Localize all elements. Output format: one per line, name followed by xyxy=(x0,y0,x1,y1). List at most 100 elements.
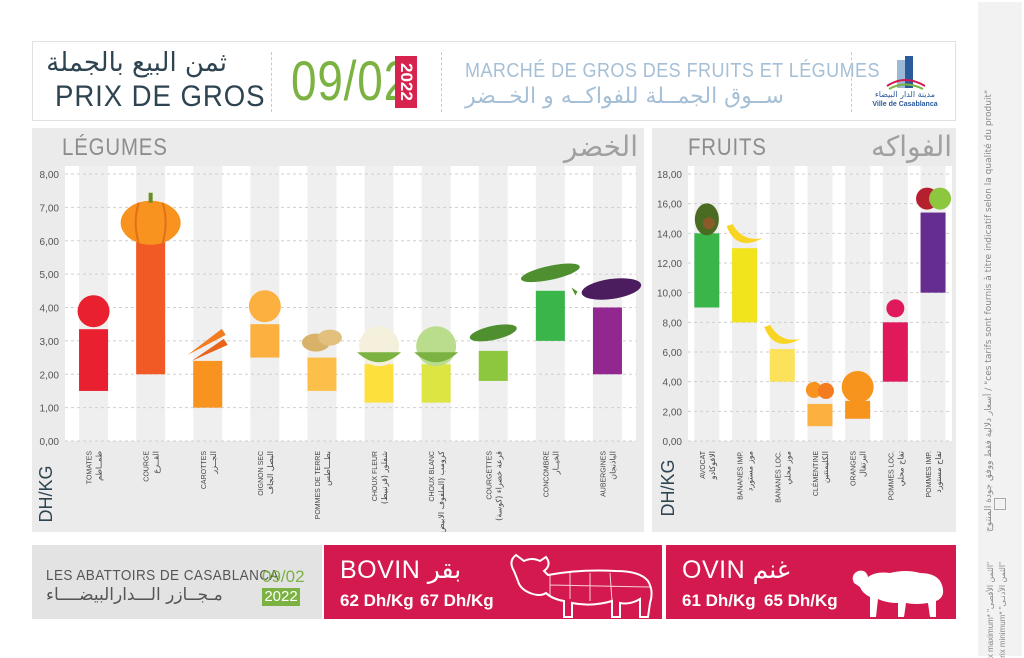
y-tick-label: 14,00 xyxy=(657,229,682,240)
ovin-label: OVIN غنم xyxy=(682,555,790,585)
category-label-french: CHOUX FLEUR xyxy=(372,451,379,501)
bar-choux-blanc xyxy=(421,364,451,403)
legend-checkbox-icon xyxy=(994,498,1006,510)
category-label-french: POMMES DE TERRE xyxy=(315,451,322,520)
category-label-french: CLÉMENTINE xyxy=(811,451,820,496)
cow-icon xyxy=(510,553,653,618)
category-label-french: OIGNON SEC xyxy=(258,451,265,496)
y-tick-label: 12,00 xyxy=(657,259,682,270)
bovin-price-max: 67 Dh/Kg xyxy=(420,591,494,610)
column-stripe xyxy=(769,166,795,441)
column-stripe xyxy=(920,166,946,441)
category-label-arabic: موز محلي xyxy=(783,451,792,485)
category-label-french: AVOCAT xyxy=(700,450,707,478)
y-tick-label: 7,00 xyxy=(40,203,60,214)
y-axis-unit: DH/KG xyxy=(36,465,56,522)
header-divider xyxy=(271,52,272,112)
market-title-arabic: ســوق الجمــلة للفواكــه و الخــضر xyxy=(465,84,784,109)
logo-text-french: Ville de Casablanca xyxy=(872,101,938,108)
header-divider xyxy=(851,52,852,112)
y-tick-label: 6,00 xyxy=(663,348,683,359)
category-label-arabic: كرومب (الملفوف الابيض) xyxy=(437,451,446,532)
category-label-arabic: طمــاطم xyxy=(95,451,104,481)
abattoirs-title-french: LES ABATTOIRS DE CASABLANCA xyxy=(46,567,279,584)
bovin-label: BOVIN بقر xyxy=(340,555,461,585)
category-label-arabic: قرعة خضراء (كوسة) xyxy=(494,451,503,521)
bar-cl-mentine xyxy=(807,403,833,427)
bar-avocat xyxy=(694,233,720,308)
bar-choux-fleur xyxy=(364,364,394,403)
bar-aubergines xyxy=(592,307,622,375)
bovin-label-arabic: بقر xyxy=(427,555,462,584)
cauliflower-icon xyxy=(357,326,402,367)
carrot-icon xyxy=(187,328,228,361)
category-label: CAROTTES الجــزر xyxy=(201,451,218,489)
cabbage-icon xyxy=(414,326,459,367)
y-tick-label: 1,00 xyxy=(40,404,60,415)
category-label-french: CAROTTES xyxy=(201,451,208,489)
category-label-french: CONCOMBRE xyxy=(543,451,550,498)
category-label-arabic: موز مستورد xyxy=(746,451,755,491)
y-tick-label: 3,00 xyxy=(40,337,60,348)
header-divider xyxy=(441,52,442,112)
category-label-arabic: الكليمنتين xyxy=(821,451,830,483)
category-label-arabic: الخيــار xyxy=(551,451,560,475)
y-tick-label: 4,00 xyxy=(663,378,683,389)
column-stripe xyxy=(807,166,833,441)
casablanca-logo: مدينة الدار البيضاء Ville de Casablanca xyxy=(869,52,941,114)
legend-min-label: Prix minimum* "الثمن الأدنـى" xyxy=(998,562,1007,658)
category-label: CHOUX BLANC كرومب (الملفوف الابيض) xyxy=(429,451,446,532)
abattoirs-year: 2022 xyxy=(262,588,300,606)
category-label: COURGETTES قرعة خضراء (كوسة) xyxy=(486,451,503,521)
market-title-french: MARCHÉ DE GROS DES FRUITS ET LÉGUMES xyxy=(465,60,880,82)
category-label-french: BANANES LOC. xyxy=(775,451,782,503)
column-stripe xyxy=(592,166,622,441)
bar-courgettes xyxy=(478,350,508,381)
header-banner: ثمن البيع بالجملة PRIX DE GROS 09/02 202… xyxy=(32,41,956,121)
casablanca-logo-icon xyxy=(886,56,926,90)
abattoirs-band: LES ABATTOIRS DE CASABLANCA مـجــازر الـ… xyxy=(32,545,956,619)
category-label: BANANES LOC. موز محلي xyxy=(775,451,792,503)
clementine-icon xyxy=(805,381,834,399)
category-label-french: COURGETTES xyxy=(486,451,493,500)
fruits-title-arabic: الفواكه xyxy=(870,130,952,163)
bovin-label-french: BOVIN xyxy=(340,556,421,584)
apples-icon xyxy=(916,187,952,210)
y-tick-label: 10,00 xyxy=(657,289,682,300)
abattoirs-title-arabic: مـجــازر الـــدارالبيضــــاء xyxy=(46,585,223,605)
header-year: 2022 xyxy=(395,56,417,108)
category-label-french: POMMES IMP. xyxy=(926,451,933,498)
bar-pommes-imp- xyxy=(920,212,946,293)
bar-pommes-loc- xyxy=(882,322,908,382)
legumes-chart-panel: 0,00 1,00 2,00 3,00 4,00 5,00 6,00 7,00 8,00 TOMA… xyxy=(32,128,644,532)
category-label: TOMATES طمــاطم xyxy=(87,451,104,485)
legumes-title-french: LÉGUMES xyxy=(62,134,168,161)
category-label: AVOCAT الافوكادو xyxy=(700,450,717,480)
y-tick-label: 0,00 xyxy=(663,437,683,448)
category-label-french: TOMATES xyxy=(87,451,94,485)
prix-title-french: PRIX DE GROS xyxy=(55,80,266,113)
avocado-icon xyxy=(694,203,719,236)
fruits-chart-panel: 0,00 2,00 4,00 6,00 8,00 10,00 12,00 14,00 16,00… xyxy=(652,128,956,532)
cucumber-icon xyxy=(520,263,580,283)
eggplant-icon xyxy=(571,278,642,300)
pumpkin-icon xyxy=(120,192,181,245)
price-disclaimer: أسعار دلالية فقط ووفق جودة المنتوج / "ce… xyxy=(984,89,994,532)
category-label-arabic: القــرع xyxy=(152,451,161,474)
bar-courge xyxy=(136,240,166,375)
category-label-french: CHOUX BLANC xyxy=(429,451,436,502)
ovin-price-max: 65 Dh/Kg xyxy=(764,591,838,610)
logo-text-arabic: مدينة الدار البيضاء xyxy=(874,90,936,99)
category-label-french: ORANGES xyxy=(851,451,858,486)
category-label: ORANGES البرتقال xyxy=(851,451,868,486)
bar-oignon-sec xyxy=(250,324,280,358)
category-label-arabic: بطـــاطس xyxy=(323,451,332,486)
bar-bananes-loc- xyxy=(769,349,795,382)
tomato-icon xyxy=(77,295,110,328)
onion-icon xyxy=(248,290,281,323)
abattoirs-date: 09/02 xyxy=(262,567,305,586)
fruits-title-french: FRUITS xyxy=(688,134,767,161)
y-tick-label: 2,00 xyxy=(40,370,60,381)
y-tick-label: 0,00 xyxy=(40,437,60,448)
ovin-label-french: OVIN xyxy=(682,556,746,584)
